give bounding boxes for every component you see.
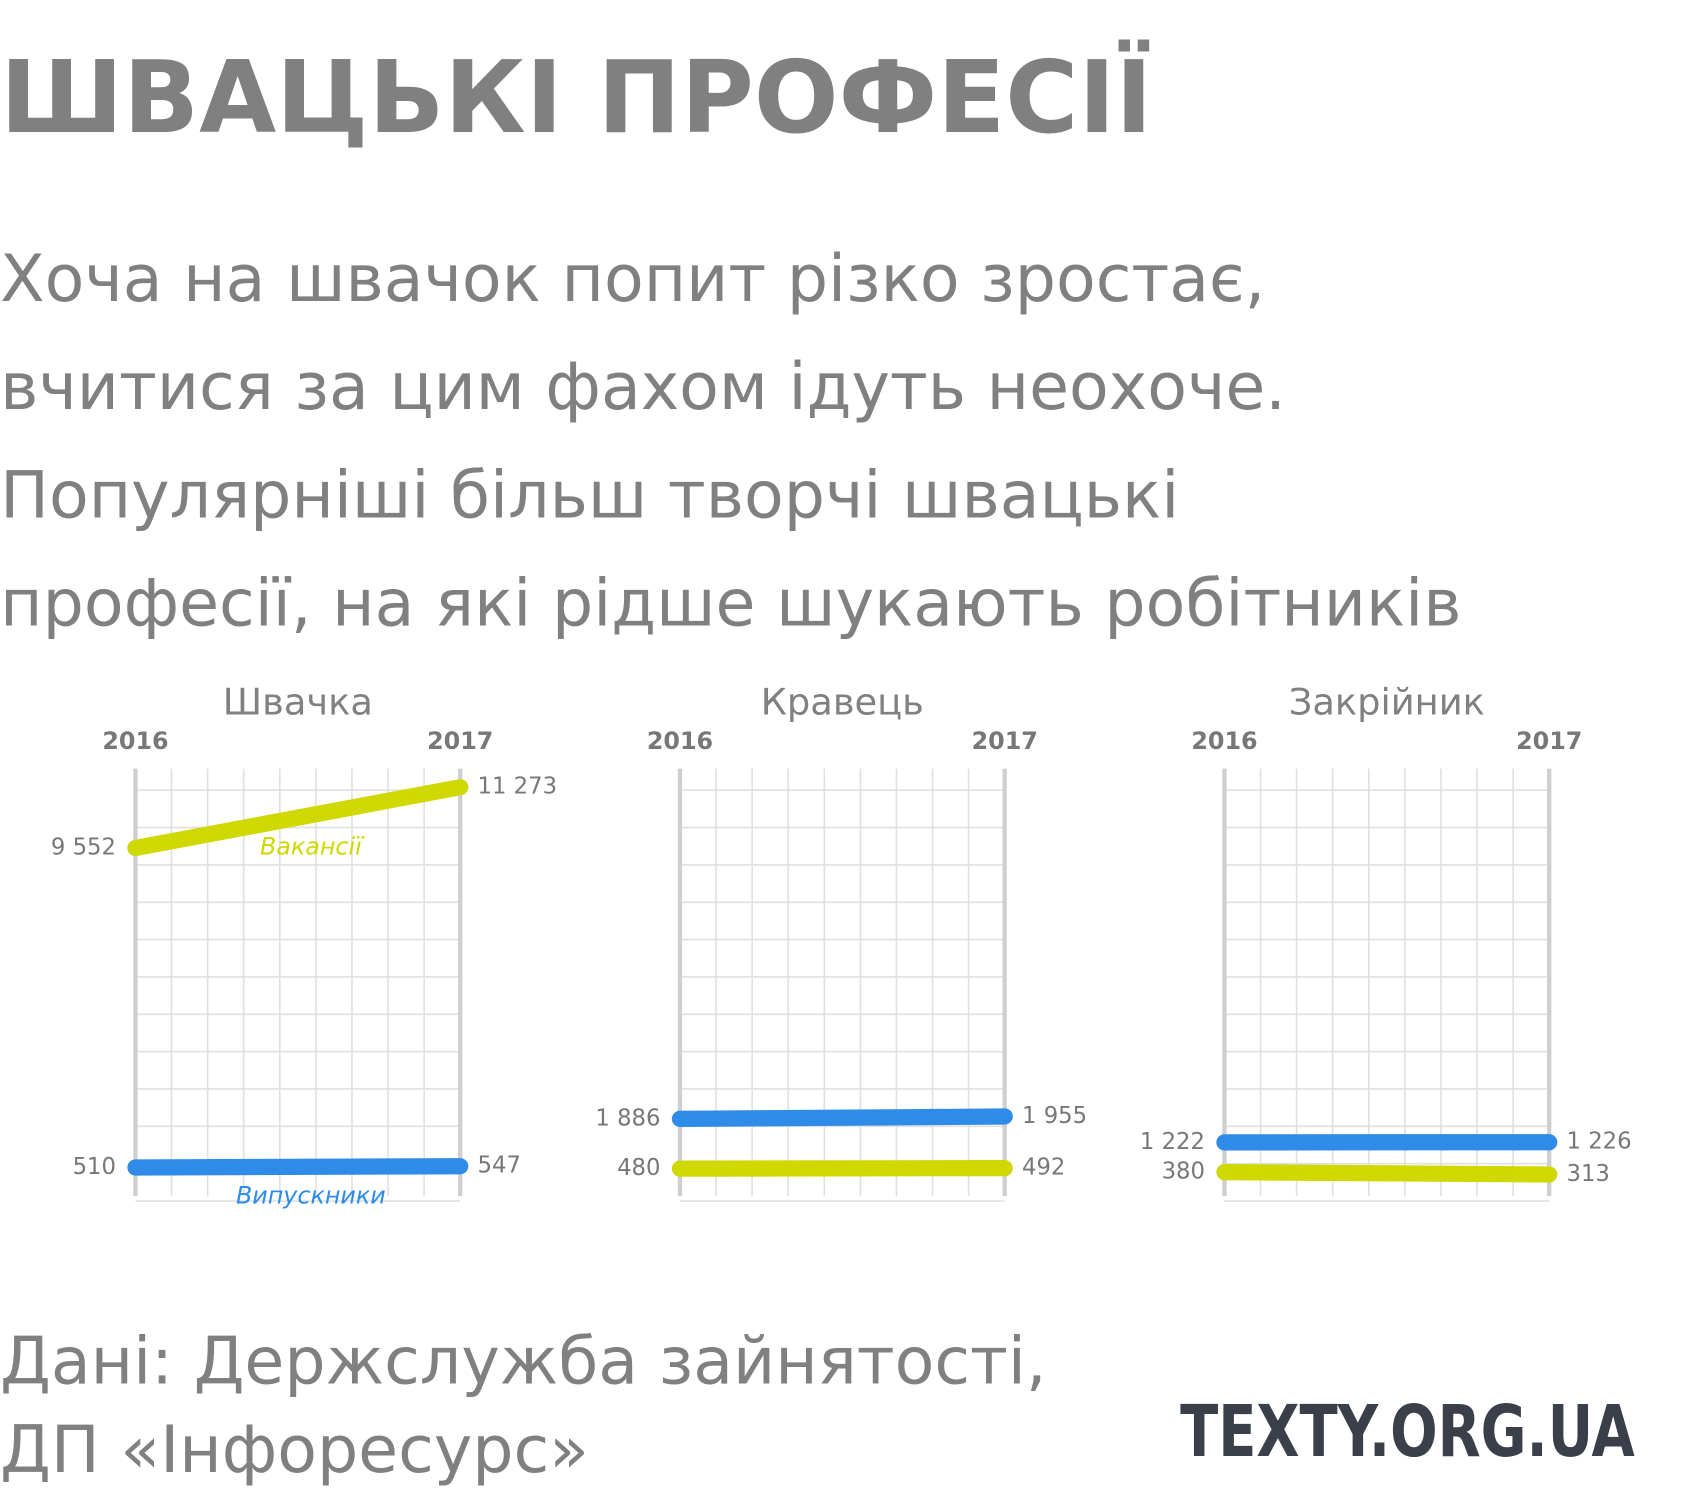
source-line: Дані: Держслужба зайнятості, xyxy=(0,1324,1046,1399)
value-label: 313 xyxy=(1567,1161,1610,1187)
x-tick-label: 2016 xyxy=(647,727,713,755)
x-tick-label: 2017 xyxy=(972,727,1038,755)
series-line xyxy=(127,1158,469,1176)
value-label: 1 226 xyxy=(1567,1129,1632,1155)
value-label: 380 xyxy=(1162,1159,1205,1185)
value-label: 11 273 xyxy=(478,774,557,800)
x-tick-label: 2017 xyxy=(427,727,493,755)
series-label: Випускники xyxy=(236,1182,386,1210)
value-label: 492 xyxy=(1022,1155,1065,1181)
subtitle-line: вчитися за цим фахом ідуть неохоче. xyxy=(0,350,1286,425)
subtitle-line: професії, на які рідше шукають робітникі… xyxy=(0,567,1461,642)
value-label: 9 552 xyxy=(51,835,116,861)
series-line xyxy=(1216,1164,1558,1183)
value-label: 1 955 xyxy=(1022,1103,1087,1129)
subtitle-line: Хоча на швачок попит різко зростає, xyxy=(0,242,1265,317)
x-tick-label: 2017 xyxy=(1516,727,1582,755)
series-line xyxy=(127,779,469,857)
logo: TEXTY.ORG.UA xyxy=(1180,1390,1635,1473)
series-line xyxy=(671,1108,1013,1128)
subtitle-line: Популярніші більш творчі швацькі xyxy=(0,458,1179,533)
value-label: 510 xyxy=(73,1154,116,1180)
chart-title: Кравець xyxy=(761,680,924,723)
value-label: 547 xyxy=(478,1153,521,1179)
series-label: Вакансії xyxy=(260,832,365,860)
chart-title: Закрійник xyxy=(1289,680,1485,723)
value-label: 1 886 xyxy=(595,1105,660,1131)
value-label: 480 xyxy=(617,1155,660,1181)
chart-title: Швачка xyxy=(223,680,373,723)
x-tick-label: 2016 xyxy=(102,727,168,755)
x-tick-label: 2016 xyxy=(1191,727,1257,755)
value-label: 1 222 xyxy=(1140,1129,1205,1155)
source-line: ДП «Інфоресурс» xyxy=(0,1413,589,1488)
title: ШВАЦЬКІ ПРОФЕСІЇ xyxy=(0,39,1152,156)
